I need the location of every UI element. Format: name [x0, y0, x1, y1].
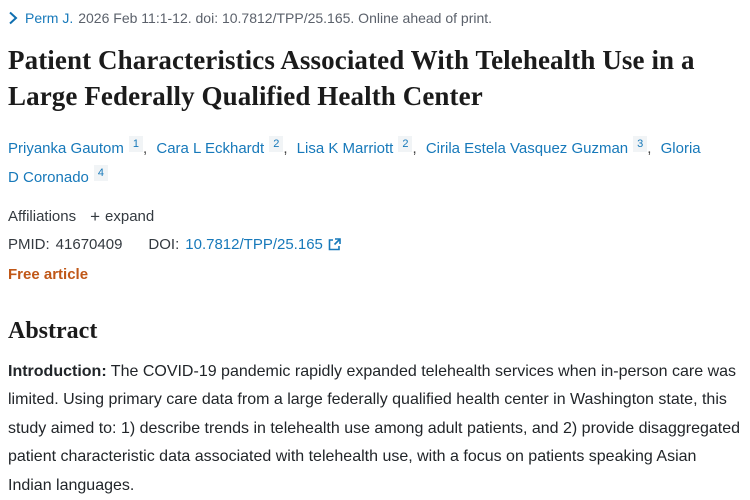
expand-label: expand: [105, 208, 155, 226]
identifiers-row: PMID: 41670409 DOI: 10.7812/TPP/25.165: [8, 236, 742, 253]
article-title: Patient Characteristics Associated With …: [8, 45, 695, 111]
chevron-right-icon[interactable]: [8, 11, 18, 25]
author-link[interactable]: Cirila Estela Vasquez Guzman: [425, 139, 629, 157]
author-separator: ,: [412, 139, 417, 157]
author-link[interactable]: Lisa K Marriott: [296, 139, 394, 157]
affiliation-superscript[interactable]: 2: [398, 135, 413, 152]
author-link[interactable]: Cara L Eckhardt: [156, 139, 265, 157]
pmid-label: PMID:: [8, 235, 50, 253]
authors-list: Priyanka Gautom 1, Cara L Eckhardt 2, Lisa…: [8, 134, 708, 192]
author-separator: ,: [143, 139, 148, 157]
affiliation-superscript[interactable]: 4: [93, 164, 109, 181]
doi-link[interactable]: 10.7812/TPP/25.165: [185, 235, 323, 253]
abstract-body-text: The COVID-19 pandemic rapidly expanded t…: [8, 362, 741, 494]
affiliation-superscript[interactable]: 2: [269, 135, 284, 152]
journal-name-link[interactable]: Perm J.: [25, 10, 74, 26]
pmid-value: 41670409: [55, 235, 123, 253]
affiliations-row: Affiliations + expand: [8, 207, 742, 227]
external-link-icon[interactable]: [328, 238, 341, 251]
plus-icon: +: [90, 206, 101, 226]
author-separator: ,: [283, 139, 288, 157]
author-link[interactable]: Priyanka Gautom: [8, 139, 124, 157]
abstract-heading: Abstract: [8, 317, 98, 344]
journal-citation-bar: Perm J. 2026 Feb 11:1-12. doi: 10.7812/T…: [8, 10, 742, 26]
free-article-badge: Free article: [8, 265, 89, 283]
affiliation-superscript[interactable]: 1: [128, 135, 144, 152]
affiliations-label: Affiliations: [8, 208, 77, 226]
author-separator: ,: [647, 139, 652, 157]
abstract-section-label: Introduction:: [8, 362, 107, 380]
abstract-text: Introduction: The COVID-19 pandemic rapi…: [8, 358, 742, 500]
author-link[interactable]: Gloria D Coronado: [8, 139, 701, 186]
citation-text: 2026 Feb 11:1-12. doi: 10.7812/TPP/25.16…: [78, 10, 493, 26]
affiliation-superscript[interactable]: 3: [633, 135, 648, 152]
expand-affiliations-button[interactable]: + expand: [90, 207, 154, 227]
doi-label: DOI:: [148, 235, 180, 253]
